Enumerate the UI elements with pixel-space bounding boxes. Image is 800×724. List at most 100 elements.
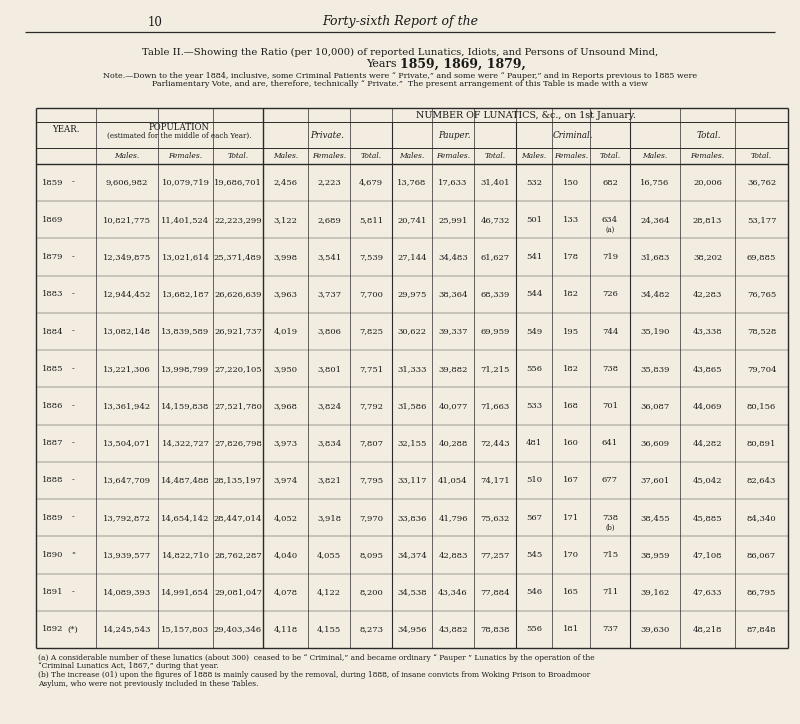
Text: 36,762: 36,762 [747, 179, 776, 187]
Text: 7,539: 7,539 [359, 253, 383, 261]
Text: 43,882: 43,882 [438, 626, 468, 634]
Text: 29,081,047: 29,081,047 [214, 588, 262, 596]
Text: (*): (*) [68, 626, 78, 634]
Text: 35,190: 35,190 [640, 327, 670, 335]
Text: 11,401,524: 11,401,524 [162, 216, 210, 224]
Text: (b): (b) [606, 524, 614, 532]
Text: 1869: 1869 [42, 216, 63, 224]
Text: 45,042: 45,042 [693, 476, 722, 484]
Text: 26,921,737: 26,921,737 [214, 327, 262, 335]
Text: 726: 726 [602, 290, 618, 298]
Text: 13,221,306: 13,221,306 [103, 365, 151, 373]
Text: Males.: Males. [273, 152, 298, 160]
Text: 82,643: 82,643 [747, 476, 776, 484]
Text: -: - [71, 290, 74, 298]
Text: 556: 556 [526, 626, 542, 634]
Text: 1887: 1887 [42, 439, 63, 447]
Text: 29,975: 29,975 [398, 290, 426, 298]
Text: 738: 738 [602, 365, 618, 373]
Text: 165: 165 [563, 588, 579, 596]
Text: 45,885: 45,885 [693, 514, 722, 522]
Text: 14,159,838: 14,159,838 [162, 402, 210, 410]
Text: 181: 181 [563, 626, 579, 634]
Text: (a): (a) [606, 227, 614, 235]
Text: 80,156: 80,156 [747, 402, 776, 410]
Text: 167: 167 [563, 476, 579, 484]
Text: 14,991,654: 14,991,654 [162, 588, 210, 596]
Text: 40,288: 40,288 [438, 439, 468, 447]
Text: Total.: Total. [485, 152, 506, 160]
Text: 41,054: 41,054 [438, 476, 468, 484]
Text: Total.: Total. [751, 152, 772, 160]
Text: 168: 168 [563, 402, 579, 410]
Text: Males.: Males. [642, 152, 668, 160]
Text: 5,811: 5,811 [359, 216, 383, 224]
Text: Total.: Total. [361, 152, 382, 160]
Text: 481: 481 [526, 439, 542, 447]
Text: Females.: Females. [554, 152, 588, 160]
Text: 737: 737 [602, 626, 618, 634]
Text: 27,521,780: 27,521,780 [214, 402, 262, 410]
Text: 13,082,148: 13,082,148 [103, 327, 151, 335]
Text: 1883: 1883 [42, 290, 63, 298]
Text: 3,974: 3,974 [274, 476, 298, 484]
Text: (a) A considerable number of these lunatics (about 300)  ceased to be “ Criminal: (a) A considerable number of these lunat… [38, 654, 594, 662]
Text: 4,055: 4,055 [317, 551, 341, 559]
Text: 15,157,803: 15,157,803 [162, 626, 210, 634]
Text: 1885: 1885 [42, 365, 63, 373]
Text: 86,795: 86,795 [747, 588, 776, 596]
Text: 13,998,799: 13,998,799 [162, 365, 210, 373]
Text: 16,756: 16,756 [640, 179, 670, 187]
Text: 701: 701 [602, 402, 618, 410]
Text: 35,839: 35,839 [640, 365, 670, 373]
Text: YEAR.: YEAR. [52, 125, 80, 135]
Text: Table II.—Showing the Ratio (per 10,000) of reported Lunatics, Idiots, and Perso: Table II.—Showing the Ratio (per 10,000)… [142, 48, 658, 56]
Text: 69,885: 69,885 [747, 253, 776, 261]
Text: Males.: Males. [522, 152, 546, 160]
Text: 39,337: 39,337 [438, 327, 468, 335]
Text: 10,821,775: 10,821,775 [103, 216, 151, 224]
Text: 19,686,701: 19,686,701 [214, 179, 262, 187]
Text: 72,443: 72,443 [480, 439, 510, 447]
Text: 4,122: 4,122 [317, 588, 341, 596]
Text: 25,371,489: 25,371,489 [214, 253, 262, 261]
Text: 31,586: 31,586 [398, 402, 426, 410]
Text: 13,768: 13,768 [398, 179, 426, 187]
Text: 13,839,589: 13,839,589 [162, 327, 210, 335]
Text: 7,970: 7,970 [359, 514, 383, 522]
Text: 14,487,488: 14,487,488 [161, 476, 210, 484]
Text: 28,447,014: 28,447,014 [214, 514, 262, 522]
Text: 14,822,710: 14,822,710 [162, 551, 210, 559]
Text: 14,322,727: 14,322,727 [162, 439, 210, 447]
Text: (estimated for the middle of each Year).: (estimated for the middle of each Year). [107, 132, 252, 140]
Text: 711: 711 [602, 588, 618, 596]
Text: -: - [71, 476, 74, 484]
Text: 1891: 1891 [42, 588, 63, 596]
Text: (b) The increase (01) upon the figures of 1888 is mainly caused by the removal, : (b) The increase (01) upon the figures o… [38, 671, 590, 679]
Text: 34,482: 34,482 [640, 290, 670, 298]
Text: 7,751: 7,751 [359, 365, 383, 373]
Text: 24,364: 24,364 [640, 216, 670, 224]
Text: 12,944,452: 12,944,452 [103, 290, 151, 298]
Text: 34,483: 34,483 [438, 253, 468, 261]
Text: POPULATION: POPULATION [149, 124, 210, 132]
Text: 3,806: 3,806 [317, 327, 341, 335]
Text: 61,627: 61,627 [481, 253, 510, 261]
Text: 3,821: 3,821 [317, 476, 341, 484]
Text: 1879: 1879 [42, 253, 63, 261]
Text: 36,609: 36,609 [641, 439, 670, 447]
Text: 17,633: 17,633 [438, 179, 468, 187]
Text: 39,162: 39,162 [640, 588, 670, 596]
Text: Parliamentary Vote, and are, therefore, technically “ Private.”  The present arr: Parliamentary Vote, and are, therefore, … [152, 80, 648, 88]
Text: 20,006: 20,006 [693, 179, 722, 187]
Text: 567: 567 [526, 514, 542, 522]
Text: 4,052: 4,052 [274, 514, 298, 522]
Text: 27,144: 27,144 [397, 253, 427, 261]
Text: 3,801: 3,801 [317, 365, 341, 373]
Text: Note.—Down to the year 1884, inclusive, some Criminal Patients were “ Private,” : Note.—Down to the year 1884, inclusive, … [103, 72, 697, 80]
Text: 501: 501 [526, 216, 542, 224]
Text: 20,741: 20,741 [398, 216, 426, 224]
Text: 42,283: 42,283 [693, 290, 722, 298]
Text: 86,067: 86,067 [747, 551, 776, 559]
Text: 549: 549 [526, 327, 542, 335]
